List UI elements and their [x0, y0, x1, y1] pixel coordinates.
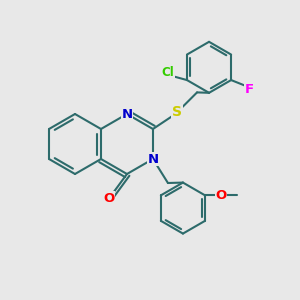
Text: S: S — [172, 105, 182, 118]
Text: N: N — [122, 107, 133, 121]
Text: O: O — [215, 189, 226, 202]
Text: F: F — [244, 82, 254, 96]
Text: Cl: Cl — [161, 66, 174, 79]
Text: N: N — [147, 152, 158, 166]
Text: O: O — [103, 191, 115, 205]
